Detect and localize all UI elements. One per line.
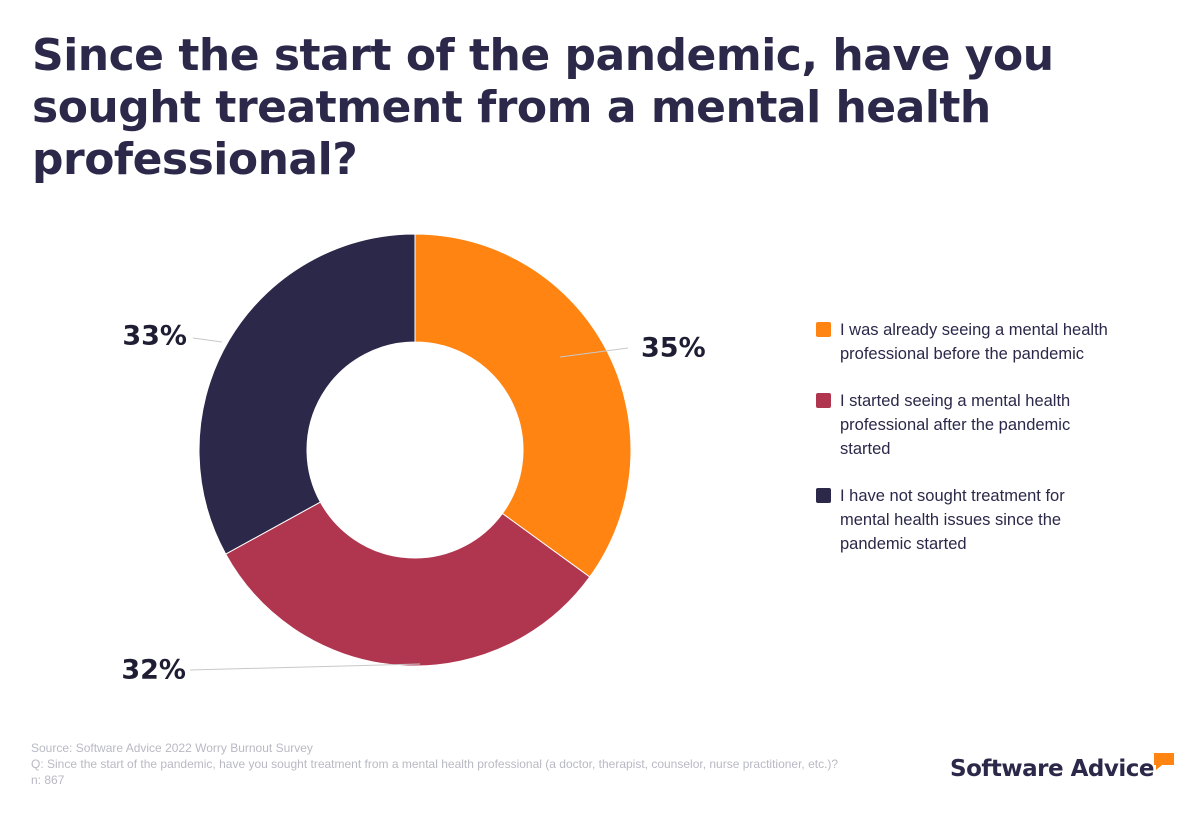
source-note: Source: Software Advice 2022 Worry Burno… xyxy=(31,741,313,755)
value-label-started-after: 32% xyxy=(121,655,186,686)
leader-line xyxy=(189,663,421,671)
donut-slice-started-after xyxy=(225,501,591,667)
legend-swatch-red xyxy=(816,393,831,408)
chart-title: Since the start of the pandemic, have yo… xyxy=(32,30,1054,185)
legend-label: I have not sought treatment for mental h… xyxy=(840,487,1065,553)
question-note: Q: Since the start of the pandemic, have… xyxy=(31,757,839,771)
leader-line xyxy=(559,347,629,358)
legend-item: I was already seeing a mental health pro… xyxy=(816,318,1116,366)
speech-bubble-icon xyxy=(1154,753,1174,770)
donut-slice-already-seeing xyxy=(414,233,632,578)
value-label-not-sought: 33% xyxy=(122,321,187,352)
sample-size-note: n: 867 xyxy=(31,773,65,787)
leader-line xyxy=(192,337,223,343)
legend-item: I have not sought treatment for mental h… xyxy=(816,484,1116,556)
donut-slice-not-sought xyxy=(198,233,416,555)
logo-text: Software Advice xyxy=(950,756,1154,782)
legend-swatch-navy xyxy=(816,488,831,503)
value-label-already-seeing: 35% xyxy=(641,333,706,364)
legend-item: I started seeing a mental health profess… xyxy=(816,389,1116,461)
legend-swatch-orange xyxy=(816,322,831,337)
chart-footer: Source: Software Advice 2022 Worry Burno… xyxy=(31,740,871,788)
legend-label: I started seeing a mental health profess… xyxy=(840,392,1071,458)
chart-legend: I was already seeing a mental health pro… xyxy=(816,318,1116,579)
legend-label: I was already seeing a mental health pro… xyxy=(840,321,1108,363)
